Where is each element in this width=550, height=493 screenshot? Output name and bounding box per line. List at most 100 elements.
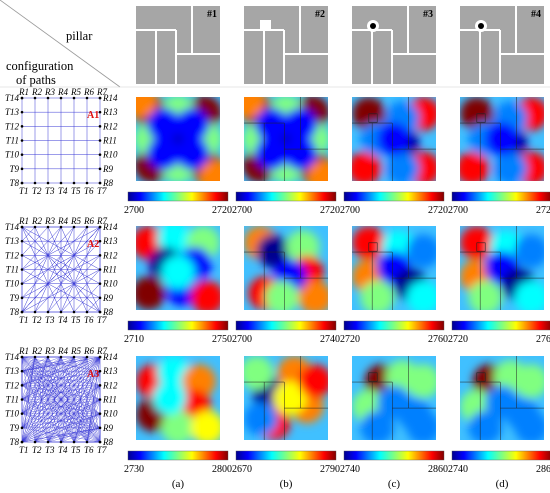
receiver-label: R14 — [102, 352, 118, 362]
transducer-dot — [98, 440, 102, 444]
receiver-label: R5 — [70, 346, 81, 356]
colorbar-gradient — [127, 320, 229, 331]
transducer-dot — [85, 96, 89, 100]
transmitter-label: T8 — [9, 437, 19, 447]
transmitter-label: T3 — [45, 186, 55, 196]
map-blob — [460, 151, 490, 181]
transmitter-label: T7 — [97, 186, 107, 196]
receiver-label: R9 — [102, 423, 113, 433]
map-field — [460, 356, 544, 440]
receiver-label: R10 — [102, 279, 118, 289]
path-line — [21, 356, 101, 372]
transducer-dot — [98, 181, 102, 185]
path-line — [21, 356, 49, 386]
map-blob — [244, 402, 278, 436]
path-line — [86, 427, 101, 443]
map-field — [244, 356, 328, 440]
heatmap-grid — [136, 97, 544, 440]
colorbar-r1-c3: 2700 2720 — [340, 191, 448, 216]
path-line — [21, 356, 88, 400]
map-blob — [182, 364, 216, 399]
pillar-number: #4 — [531, 9, 541, 20]
receiver-label: R3 — [44, 87, 55, 97]
path-line — [47, 356, 101, 443]
path-line — [60, 226, 101, 313]
colorbar-gradient — [451, 450, 550, 461]
path-line — [34, 371, 101, 443]
transducer-dot — [33, 355, 37, 359]
colorbar-gradient — [127, 450, 229, 461]
map-blob — [190, 410, 220, 440]
path-line — [21, 356, 101, 443]
transducer-dot — [98, 125, 102, 128]
pillar-background — [244, 6, 328, 84]
pillar-row-label: pillar — [66, 29, 93, 43]
transducer-dot — [98, 153, 102, 156]
map-blobs — [136, 97, 220, 181]
transducer-dot — [98, 282, 102, 285]
receiver-label: R2 — [31, 346, 42, 356]
transmitter-label: T6 — [84, 315, 94, 325]
pillar-outline — [460, 356, 544, 440]
transmitter-label: T12 — [5, 250, 20, 260]
path-line — [21, 356, 101, 414]
map-blob — [136, 97, 157, 118]
path-line — [21, 356, 88, 372]
path-line — [21, 356, 62, 372]
transducer-dot — [33, 440, 37, 444]
colorbar-grid: 2700272027002720270027202700272027102750… — [124, 191, 550, 475]
map-blob — [514, 234, 544, 268]
path-line — [21, 226, 101, 313]
map-blob — [254, 136, 289, 171]
transducer-dot — [20, 139, 24, 142]
velocity-map-r3-c3 — [352, 356, 436, 440]
map-blob — [244, 97, 265, 118]
transducer-dot — [59, 355, 63, 359]
transducer-dot — [33, 225, 37, 229]
transmitter-label: T5 — [71, 186, 81, 196]
transducer-dot — [85, 310, 89, 314]
colorbar-max-label: 2860 — [428, 464, 448, 475]
transducer-dot — [46, 96, 50, 100]
map-field — [244, 226, 328, 310]
config-panel-A1: R1 R2 R3 R4 R5 R6 R7 T1 T2 T3 T4 T5 T6 T7 T14 T13 T12 T11… — [5, 87, 118, 196]
velocity-map-r3-c1 — [136, 356, 220, 440]
colorbar-min-label: 2740 — [448, 464, 468, 475]
receiver-label: R5 — [70, 216, 81, 226]
config-name: A3 — [87, 369, 99, 380]
path-line — [21, 371, 101, 443]
colorbar-r2-c2: 2700 2740 — [232, 320, 340, 345]
path-line — [86, 371, 101, 443]
colorbar-max-label: 2790 — [320, 464, 340, 475]
transducer-dot — [98, 225, 102, 229]
map-blob — [406, 410, 436, 440]
receiver-label: R11 — [102, 136, 117, 146]
receiver-label: R14 — [102, 93, 118, 103]
transducer-dot — [98, 426, 102, 430]
map-blob — [286, 230, 320, 264]
map-field — [136, 356, 220, 440]
transducer-dot — [98, 369, 102, 373]
map-blob — [283, 136, 318, 171]
transducer-dot — [98, 310, 102, 314]
receiver-label: R10 — [102, 150, 118, 160]
path-line — [21, 356, 88, 428]
transmitter-label: T2 — [32, 445, 42, 455]
transducer-dot — [98, 167, 102, 171]
map-blobs — [136, 226, 220, 310]
transmitter-label: T7 — [97, 445, 107, 455]
transmitter-label: T4 — [58, 186, 68, 196]
pillar-background — [136, 6, 220, 84]
velocity-map-r1-c4 — [460, 97, 544, 181]
velocity-map-r3-c2 — [244, 356, 328, 440]
receiver-label: R4 — [57, 346, 68, 356]
pillar-outline — [352, 356, 436, 440]
transmitter-label: T5 — [71, 445, 81, 455]
map-blob — [256, 234, 291, 268]
transmitter-label: T2 — [32, 186, 42, 196]
transmitter-label: T10 — [5, 409, 20, 419]
pillar-background — [460, 6, 544, 84]
transmitter-label: T14 — [5, 222, 20, 232]
receiver-label: R12 — [102, 121, 118, 131]
transmitter-label: T3 — [45, 445, 55, 455]
